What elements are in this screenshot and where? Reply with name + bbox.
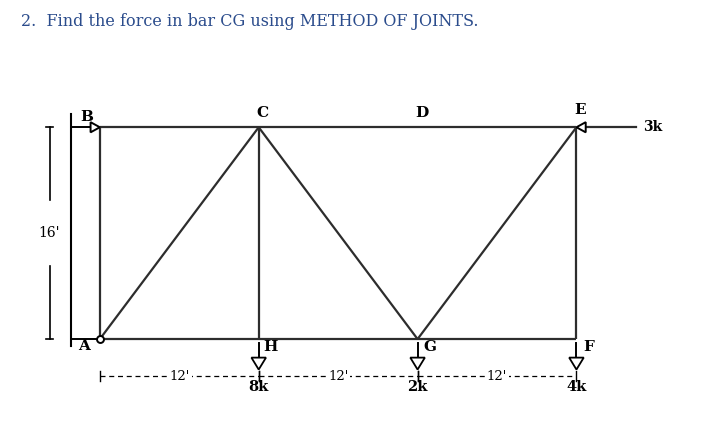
Text: 2k: 2k — [407, 380, 427, 394]
Text: 3k: 3k — [643, 120, 662, 134]
Text: E: E — [575, 103, 586, 117]
Polygon shape — [576, 122, 586, 132]
Text: 12': 12' — [169, 370, 190, 383]
Text: 12': 12' — [487, 370, 507, 383]
Text: 4k: 4k — [566, 380, 586, 394]
Text: 16': 16' — [39, 226, 60, 240]
Polygon shape — [410, 358, 425, 370]
Text: 8k: 8k — [248, 380, 268, 394]
Text: H: H — [263, 340, 278, 354]
Text: F: F — [583, 340, 594, 354]
Text: G: G — [423, 340, 436, 354]
Text: A: A — [78, 339, 90, 353]
Text: B: B — [80, 110, 93, 124]
Polygon shape — [90, 122, 100, 132]
Text: 2.  Find the force in bar CG using METHOD OF JOINTS.: 2. Find the force in bar CG using METHOD… — [21, 13, 479, 30]
Polygon shape — [251, 358, 266, 370]
Text: D: D — [415, 106, 428, 120]
Text: 12': 12' — [328, 370, 348, 383]
Polygon shape — [569, 358, 584, 370]
Text: C: C — [256, 106, 268, 120]
